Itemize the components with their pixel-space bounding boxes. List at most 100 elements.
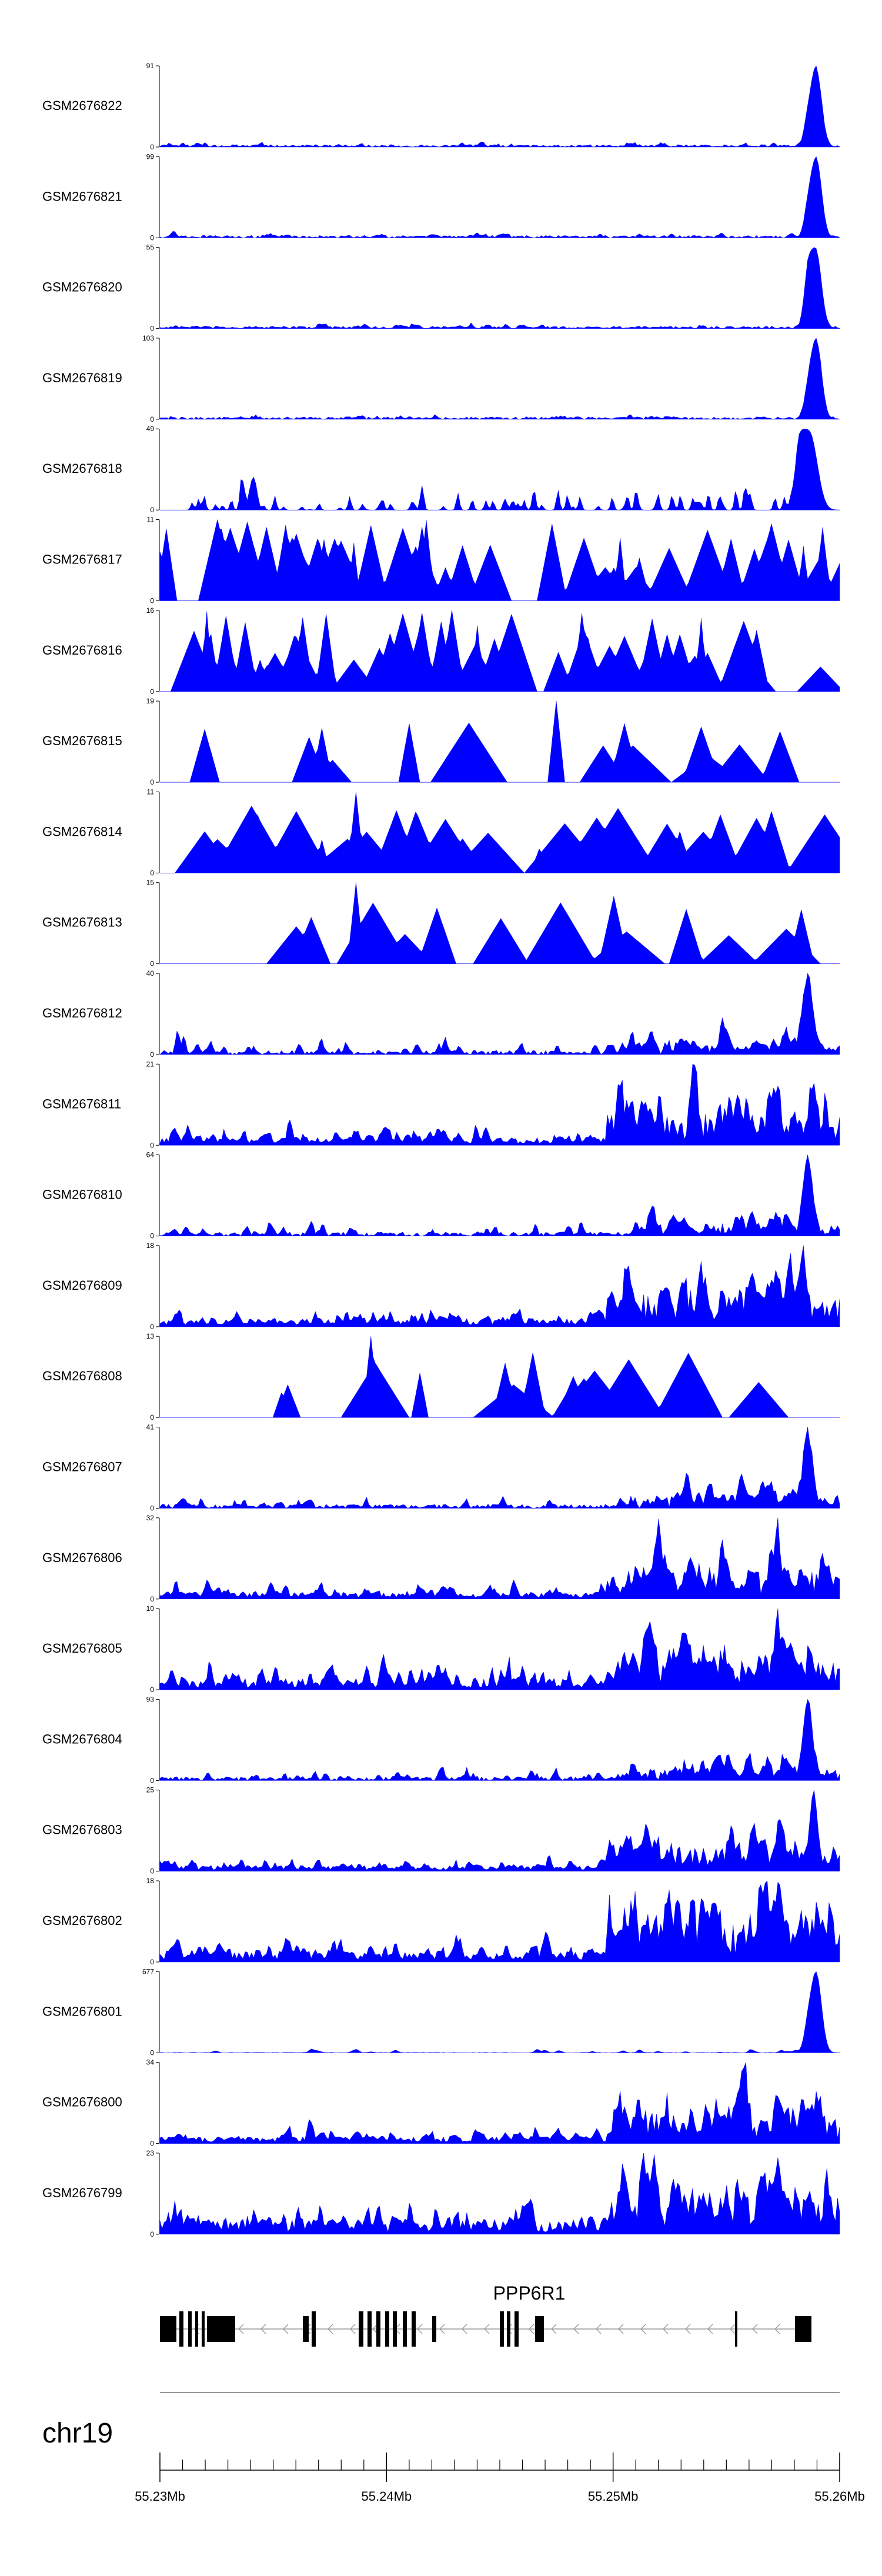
tracks-layer: GSM2676822910GSM2676821990GSM2676820550G… [42,62,840,2238]
track-GSM2676804: GSM2676804 93 0 [42,1695,840,1784]
strand-chevron [685,2324,691,2334]
strand-chevron [596,2324,602,2334]
track-GSM2676807: GSM2676807 41 0 [42,1423,840,1513]
gene-exon [795,2316,811,2342]
track-label: GSM2676804 [42,1731,122,1746]
coverage-area [160,792,840,873]
track-label: GSM2676816 [42,643,122,658]
coverage-area [159,65,840,148]
track-GSM2676814: GSM2676814 11 0 [42,788,840,877]
gene-exon [385,2311,389,2347]
track-label: GSM2676811 [42,1096,121,1111]
track-GSM2676803: GSM2676803 25 0 [42,1786,840,1876]
coverage-area [159,1517,840,1600]
y-zero-label: 0 [150,1958,154,1966]
strand-chevron [484,2324,490,2334]
y-max-label: 11 [147,516,155,524]
coverage-area [159,2062,840,2144]
x-tick-label: 55.24Mb [362,2489,412,2504]
y-zero-label: 0 [150,233,154,242]
strand-chevron [439,2324,445,2334]
track-GSM2676811: GSM2676811 21 0 [42,1060,840,1149]
y-zero-label: 0 [150,1867,154,1876]
track-label: GSM2676822 [42,98,122,113]
y-zero-label: 0 [150,1232,154,1240]
track-GSM2676809: GSM2676809 18 0 [42,1242,840,1331]
gene-exon [412,2311,416,2347]
strand-chevron [618,2324,624,2334]
y-max-label: 41 [146,1423,155,1432]
gene-exon [207,2316,235,2342]
gene-exon [303,2316,309,2342]
coverage-area [159,2153,840,2235]
gene-exon [368,2311,372,2347]
track-GSM2676818: GSM2676818 49 0 [42,425,840,514]
y-zero-label: 0 [150,143,154,151]
track-label: GSM2676807 [42,1460,122,1474]
y-zero-label: 0 [150,2230,154,2238]
y-max-label: 32 [146,1514,155,1522]
y-max-label: 99 [146,152,155,161]
strand-chevron [350,2324,356,2334]
y-max-label: 49 [146,425,155,433]
y-zero-label: 0 [150,960,154,968]
track-label: GSM2676805 [42,1641,122,1656]
strand-chevron [462,2324,467,2334]
track-GSM2676822: GSM2676822 91 0 [42,62,840,151]
y-zero-label: 0 [150,1595,154,1603]
coverage-area [160,610,840,692]
gene-exon [432,2316,436,2342]
y-max-label: 40 [146,969,155,977]
coverage-area [159,973,840,1055]
gene-name-label: PPP6R1 [493,2283,566,2304]
y-zero-label: 0 [150,1141,154,1149]
coverage-area [160,882,840,964]
track-GSM2676815: GSM2676815 19 0 [42,697,840,786]
track-label: GSM2676803 [42,1823,122,1837]
track-GSM2676806: GSM2676806 32 0 [42,1514,840,1603]
track-GSM2676817: GSM2676817 11 0 [42,516,840,605]
y-max-label: 11 [147,788,155,796]
gene-exon [403,2311,407,2347]
track-GSM2676810: GSM2676810 64 0 [42,1151,840,1240]
coverage-area [159,519,840,601]
y-zero-label: 0 [150,778,154,786]
y-zero-label: 0 [150,2048,154,2057]
y-max-label: 21 [146,1060,155,1068]
y-zero-label: 0 [150,1323,154,1331]
track-label: GSM2676814 [42,824,122,839]
gene-exon [160,2316,176,2342]
strand-chevron [260,2324,266,2334]
coverage-area [159,247,840,329]
y-max-label: 10 [146,1604,155,1613]
track-GSM2676820: GSM2676820 55 0 [42,243,840,333]
track-label: GSM2676806 [42,1550,122,1565]
gene-exon [376,2311,380,2347]
y-zero-label: 0 [150,506,154,514]
x-tick-label: 55.25Mb [588,2489,639,2504]
y-zero-label: 0 [150,869,154,877]
gene-exon [179,2311,183,2347]
y-max-label: 15 [146,879,155,887]
track-label: GSM2676800 [42,2095,122,2110]
track-label: GSM2676817 [42,552,122,567]
gene-exon [393,2311,397,2347]
y-zero-label: 0 [150,688,154,696]
gene-exon [514,2311,519,2347]
track-GSM2676816: GSM2676816 16 0 [42,606,840,696]
track-label: GSM2676815 [42,733,122,748]
track-GSM2676813: GSM2676813 15 0 [42,879,840,968]
strand-chevron [529,2324,534,2334]
strand-chevron [417,2324,423,2334]
coverage-area [159,1427,840,1509]
x-tick-label: 55.23Mb [135,2489,185,2504]
y-max-label: 25 [146,1786,155,1794]
track-GSM2676821: GSM2676821 99 0 [42,152,840,242]
track-label: GSM2676812 [42,1006,122,1020]
track-label: GSM2676820 [42,280,122,295]
track-GSM2676802: GSM2676802 18 0 [42,1877,840,1966]
strand-chevron [663,2324,669,2334]
y-zero-label: 0 [150,1776,154,1784]
track-GSM2676801: GSM2676801 677 0 [42,1967,840,2057]
